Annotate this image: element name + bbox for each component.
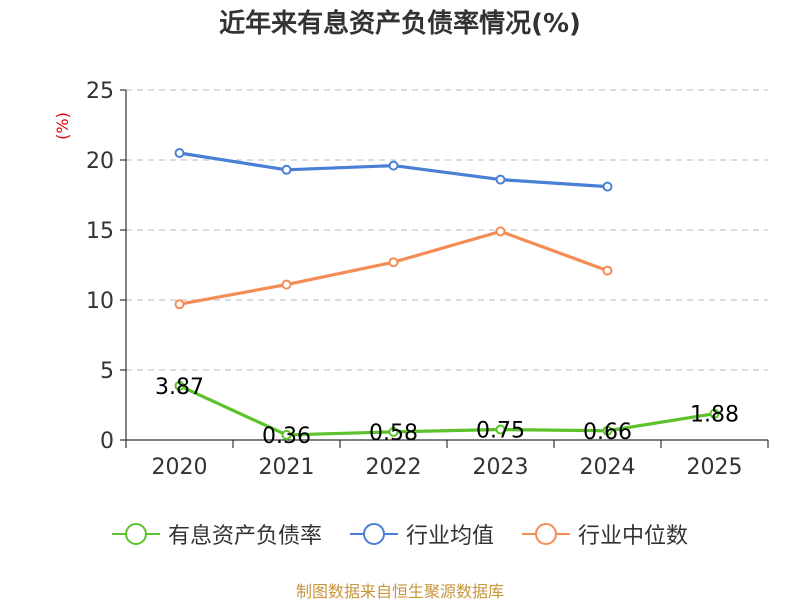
x-tick-label: 2021	[259, 455, 315, 480]
legend-item[interactable]: 有息资产负债率	[111, 518, 322, 550]
data-labels: 3.87 0.36 0.58 0.75 0.66 1.88	[155, 375, 739, 449]
data-point	[602, 181, 613, 192]
series	[174, 148, 720, 440]
x-tick-label: 2025	[687, 455, 743, 480]
y-tick-label: 25	[86, 79, 114, 104]
legend-label: 行业中位数	[578, 524, 689, 549]
series-line	[178, 384, 715, 437]
legend-marker-icon	[349, 522, 398, 546]
series-0	[174, 380, 720, 440]
data-point	[281, 164, 292, 175]
data-point	[602, 425, 613, 436]
y-tick-label: 10	[86, 289, 114, 314]
legend-item[interactable]: 行业中位数	[522, 518, 688, 550]
data-point	[174, 380, 185, 391]
data-point	[709, 408, 720, 419]
data-point	[388, 160, 399, 171]
legend-label: 有息资产负债率	[167, 524, 322, 549]
data-point	[495, 226, 506, 237]
grid-lines	[126, 89, 768, 371]
legend-marker-icon	[111, 522, 160, 546]
legend-marker-icon	[522, 522, 570, 546]
data-point	[281, 429, 292, 440]
data-label: 0.66	[583, 420, 632, 445]
data-point	[495, 424, 506, 435]
data-label: 3.87	[155, 375, 204, 400]
data-point	[388, 257, 399, 268]
chart-title: 近年来有息资产负债率情况(%)	[219, 9, 581, 39]
x-tick-label: 2023	[473, 455, 529, 480]
series-2	[174, 226, 613, 310]
data-label: 0.75	[476, 419, 525, 444]
data-point	[174, 299, 185, 310]
legend-item[interactable]: 行业均值	[349, 518, 494, 550]
y-axis-label: (%)	[53, 112, 72, 140]
y-tick-label: 0	[100, 429, 114, 454]
data-label: 0.36	[262, 424, 311, 449]
x-tick-label: 2024	[580, 455, 636, 480]
data-point	[495, 174, 506, 185]
series-line	[179, 229, 609, 306]
series-1	[174, 148, 613, 192]
data-point	[174, 148, 185, 158]
data-label: 1.88	[690, 403, 739, 428]
data-point	[281, 279, 292, 290]
legend-label: 行业均值	[405, 524, 494, 549]
x-tick-label: 2020	[152, 455, 208, 480]
y-tick-label: 20	[86, 149, 114, 174]
source-note: 制图数据来自恒生聚源数据库	[295, 582, 504, 601]
data-point	[602, 265, 613, 276]
legend: 有息资产负债率 行业均值 行业中位数	[0, 518, 800, 550]
y-tick-label: 5	[100, 359, 114, 384]
data-label: 0.58	[369, 421, 418, 446]
data-point	[388, 426, 399, 437]
y-tick-label: 15	[86, 219, 114, 244]
x-tick-label: 2022	[366, 455, 422, 480]
